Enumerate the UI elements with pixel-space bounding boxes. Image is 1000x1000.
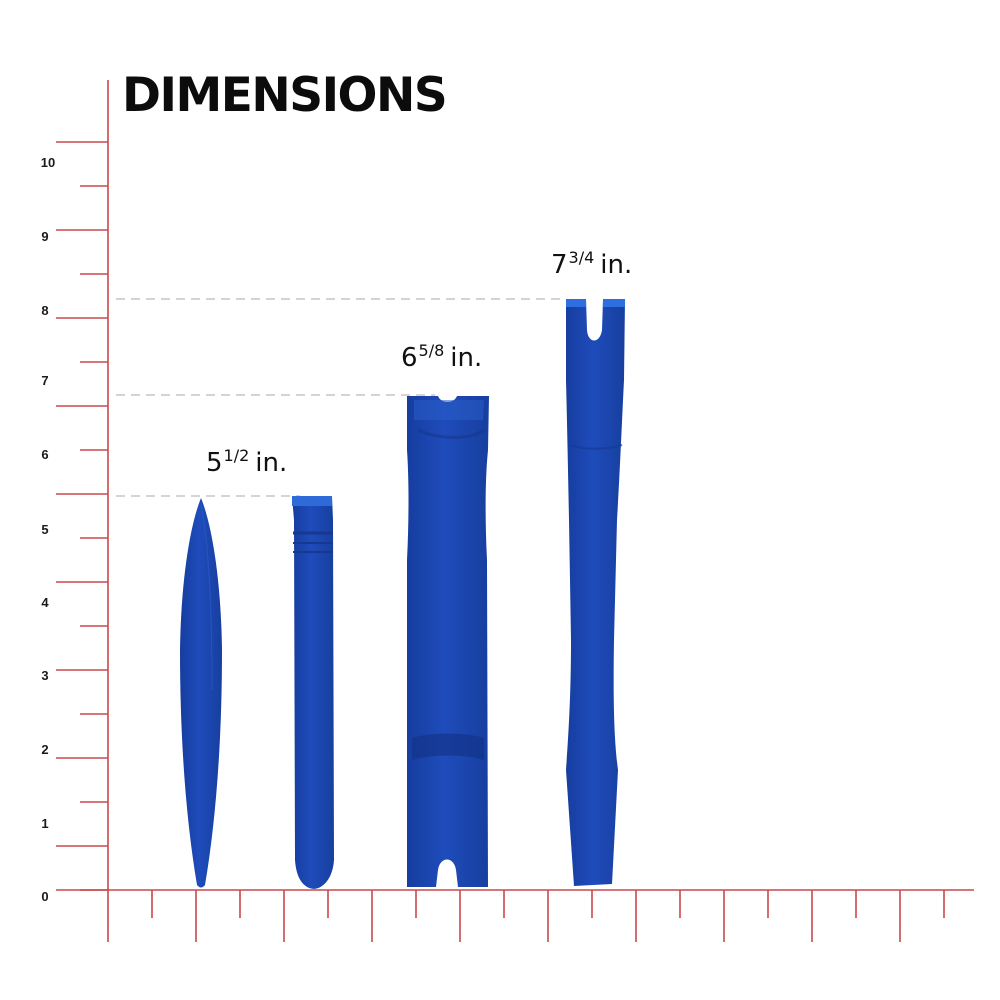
forked-pry-tool [566, 299, 625, 886]
dimension-whole: 7 [551, 250, 568, 280]
dimension-whole: 6 [401, 343, 418, 373]
y-axis-label: 10 [40, 155, 56, 170]
dimension-label-5-1-2: 51/2 in. [206, 448, 288, 478]
wide-notched-pry-tool [407, 396, 489, 887]
y-axis-label: 1 [41, 816, 49, 831]
dimension-label-6-5-8: 65/8 in. [401, 343, 483, 373]
dimension-whole: 5 [206, 448, 223, 478]
dimension-fraction: 3/4 [568, 248, 595, 267]
y-axis-ticks [56, 141, 108, 891]
y-axis-label: 9 [41, 229, 49, 244]
y-axis-label: 8 [41, 303, 49, 318]
dimension-unit: in. [600, 250, 633, 280]
page-title: DIMENSIONS [122, 68, 448, 123]
y-axis-label: 4 [41, 595, 49, 610]
flat-wedge-pry-tool [292, 496, 334, 889]
y-axis-label: 2 [41, 742, 49, 757]
ruler [56, 80, 974, 942]
y-axis-label: 6 [41, 447, 49, 462]
pointed-pry-tool [180, 498, 222, 888]
dimension-unit: in. [255, 448, 288, 478]
dimension-unit: in. [450, 343, 483, 373]
dimension-fraction: 5/8 [418, 341, 445, 360]
y-axis-label: 3 [41, 668, 49, 683]
dimension-fraction: 1/2 [223, 446, 250, 465]
y-axis-label: 7 [41, 373, 49, 388]
x-axis-ticks [107, 890, 945, 942]
y-axis-label: 5 [41, 522, 49, 537]
dimension-label-7-3-4: 73/4 in. [551, 250, 633, 280]
height-guides [116, 298, 566, 497]
y-axis-label: 0 [41, 889, 49, 904]
